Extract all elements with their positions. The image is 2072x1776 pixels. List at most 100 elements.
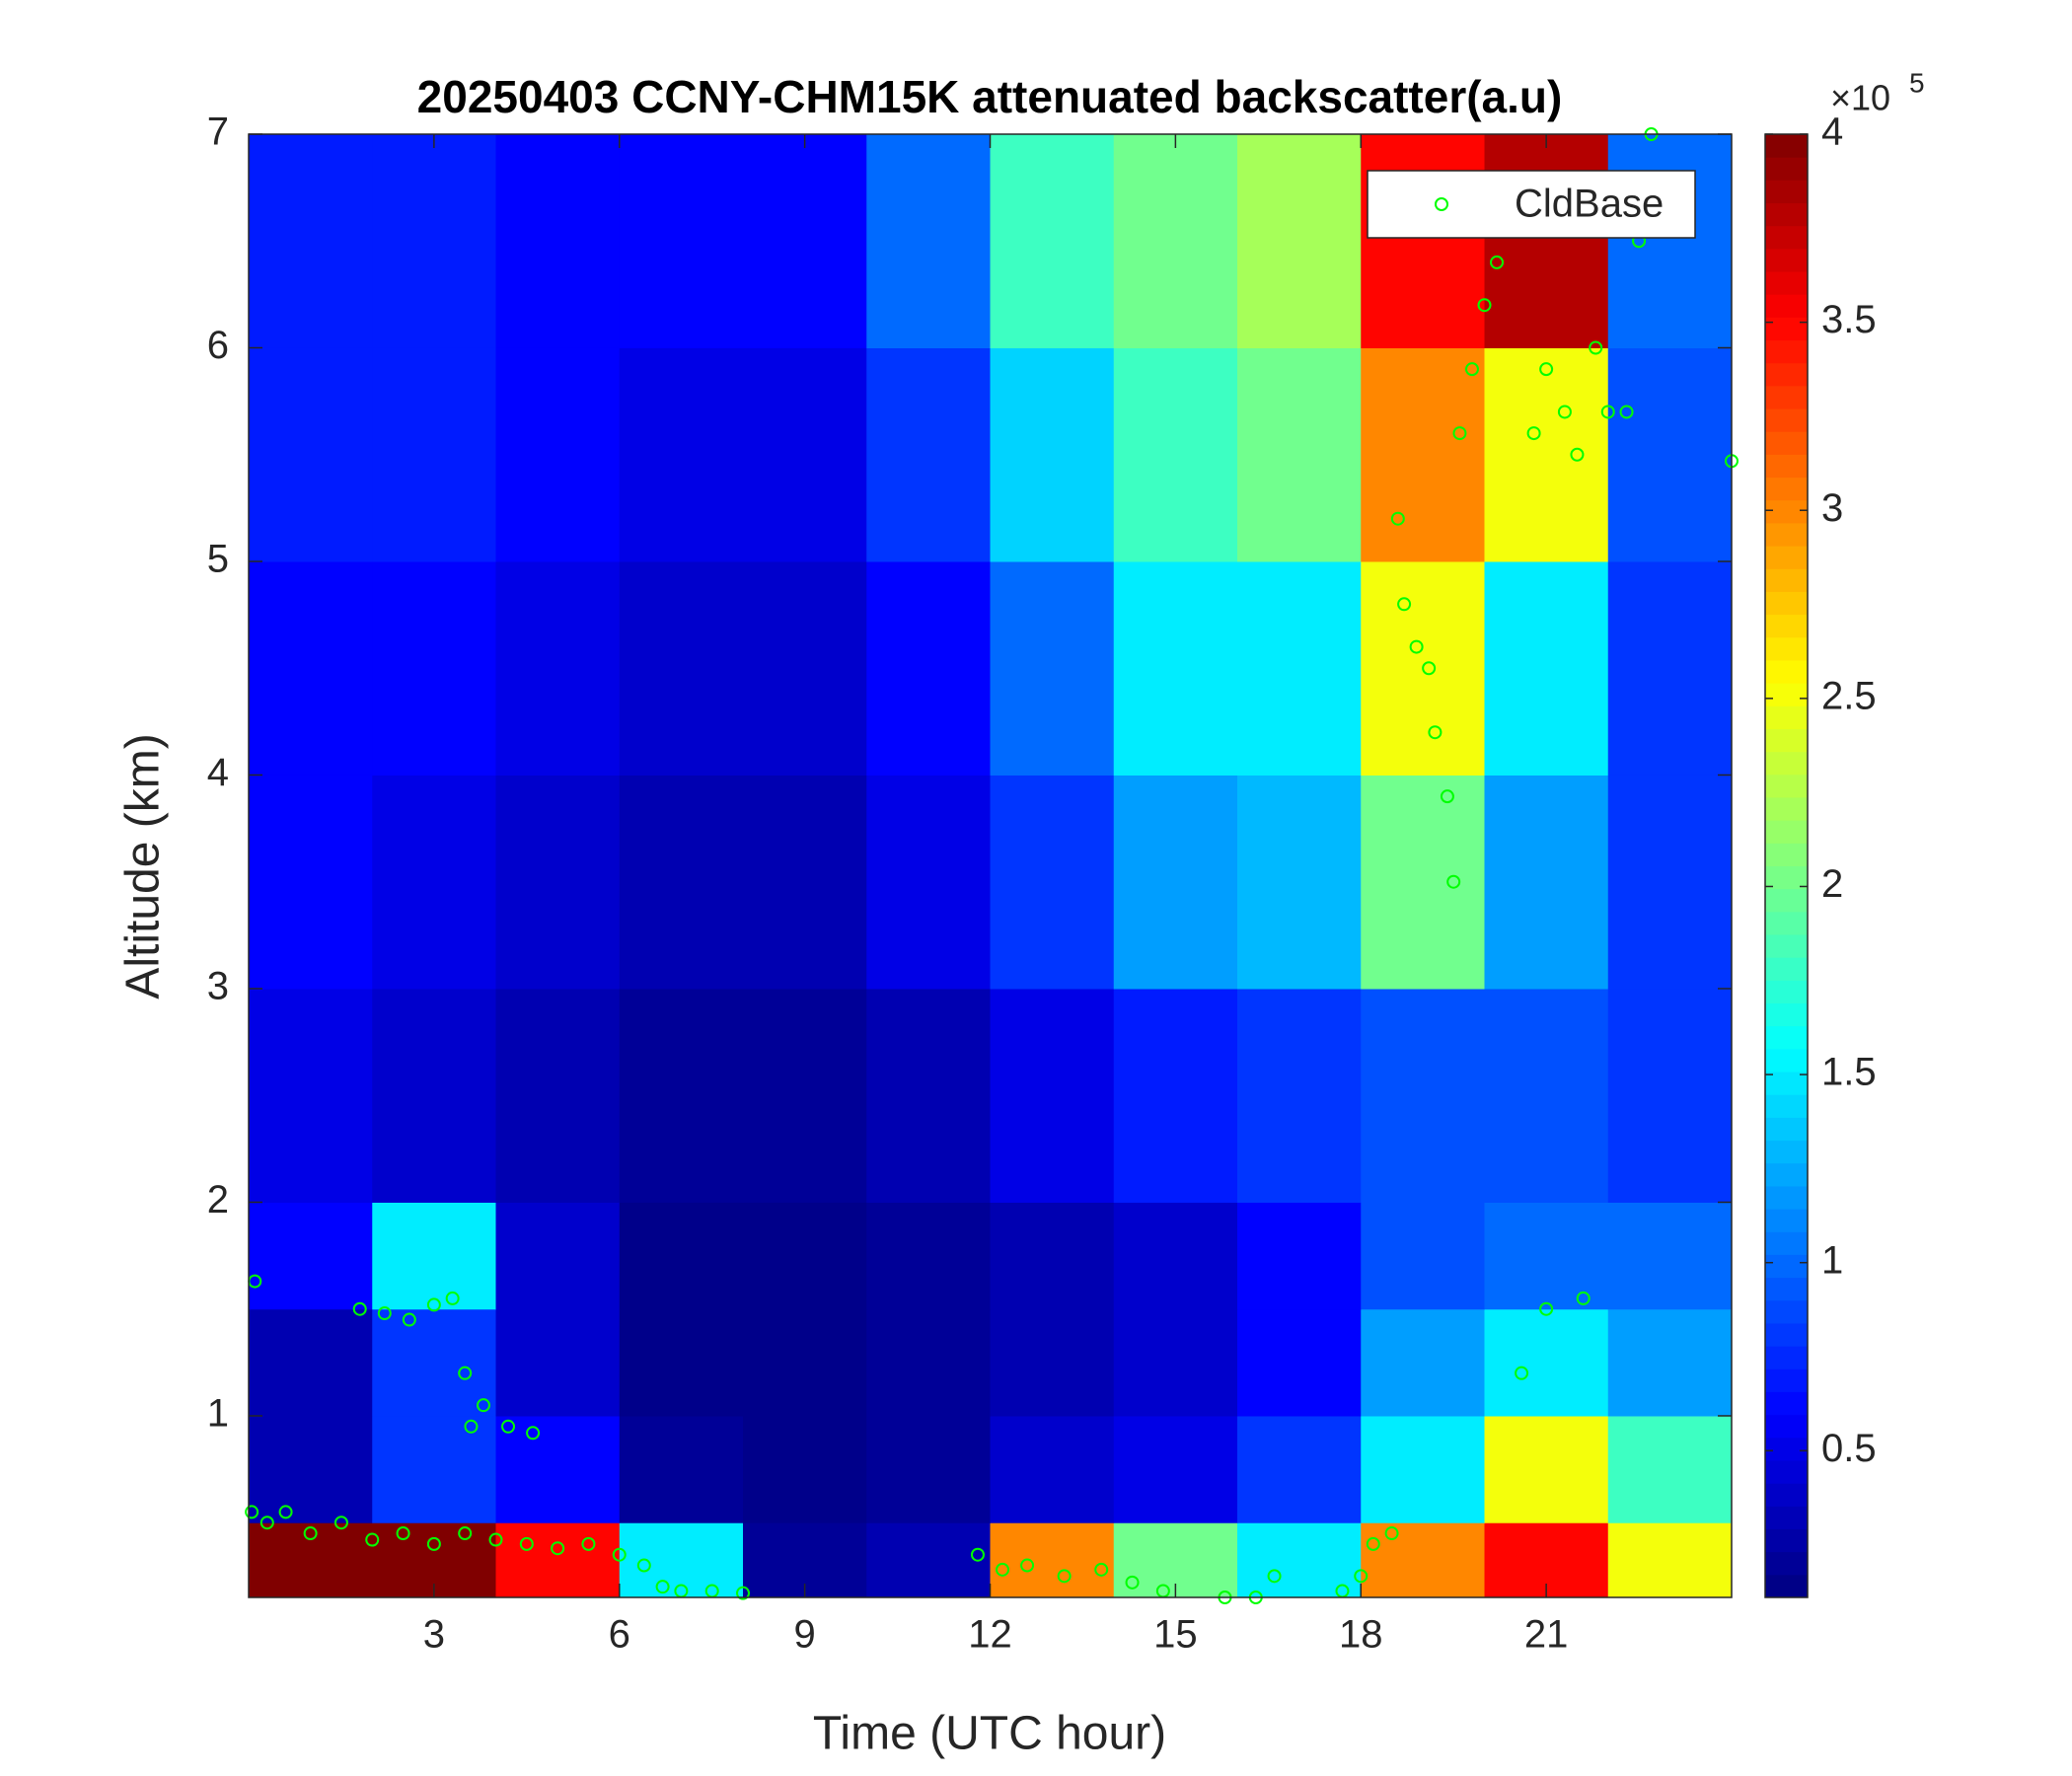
heatmap-cell (1484, 988, 1609, 1203)
cloud-base-point (519, 1536, 534, 1551)
y-tick-label: 6 (207, 324, 229, 367)
colorbar-segment (1765, 1277, 1808, 1301)
heatmap-cell (1607, 134, 1733, 348)
heatmap-cell (1237, 1308, 1362, 1417)
heatmap-cell (249, 775, 373, 990)
cloud-base-point (245, 1505, 259, 1519)
colorbar-segment (1765, 385, 1808, 409)
heatmap-cell (372, 1202, 496, 1310)
colorbar-segment (1765, 522, 1808, 547)
cloud-base-point (1539, 1301, 1554, 1316)
colorbar-segment (1765, 865, 1808, 890)
colorbar-tick-label: 3 (1821, 486, 1843, 530)
colorbar-segment (1765, 202, 1808, 227)
colorbar-segment (1765, 1162, 1808, 1187)
y-tick-label: 5 (207, 538, 229, 581)
heatmap-cell (619, 560, 744, 776)
colorbar-segment (1765, 1551, 1808, 1576)
heatmap-cell (866, 347, 991, 562)
colorbar-exponent-base: ×10 (1830, 78, 1890, 118)
colorbar-segment (1765, 134, 1808, 158)
heatmap-cell (249, 988, 373, 1203)
heatmap-cell (1361, 1308, 1485, 1417)
heatmap-cell (1607, 988, 1733, 1203)
cloud-base-point (365, 1532, 380, 1547)
heatmap-cell (619, 1308, 744, 1417)
heatmap-cell (866, 560, 991, 776)
colorbar-segment (1765, 843, 1808, 866)
colorbar-tick-label: 1 (1821, 1238, 1843, 1282)
heatmap-cell (990, 560, 1115, 776)
cloud-base-point (1094, 1562, 1109, 1577)
cloud-base-point (1576, 1291, 1591, 1305)
colorbar-segment (1765, 1528, 1808, 1553)
x-tick-label: 6 (609, 1613, 630, 1657)
cloud-base-point (736, 1586, 750, 1600)
colorbar-segment (1765, 659, 1808, 684)
colorbar-segment (1765, 225, 1808, 250)
colorbar-segment (1765, 1048, 1808, 1073)
colorbar-segment (1765, 911, 1808, 935)
heatmap-cell (619, 988, 744, 1203)
heatmap-cell (990, 988, 1115, 1203)
colorbar-segment (1765, 317, 1808, 341)
colorbar-segment (1765, 1025, 1808, 1050)
cloud-base-point (1589, 340, 1603, 355)
heatmap-cell (990, 1522, 1115, 1598)
cloud-base-point (458, 1526, 473, 1541)
heatmap-cell (743, 1415, 867, 1523)
heatmap-cell (990, 1202, 1115, 1310)
cloud-base-point (1125, 1575, 1140, 1590)
heatmap-cell (1607, 1202, 1733, 1310)
colorbar-segment (1765, 454, 1808, 479)
heatmap-cell (743, 988, 867, 1203)
heatmap-cell (372, 988, 496, 1203)
legend-box (1367, 170, 1696, 239)
heatmap-cell (1113, 988, 1238, 1203)
cloud-base-point (1446, 874, 1461, 889)
heatmap-cell (1113, 560, 1238, 776)
heatmap-cell (990, 134, 1115, 348)
colorbar-segment (1765, 1322, 1808, 1347)
cloud-base-point (1366, 1536, 1380, 1551)
heatmap-cell (743, 560, 867, 776)
colorbar-segment (1765, 568, 1808, 592)
heatmap-cell (495, 134, 621, 348)
colorbar-tick-label: 2.5 (1821, 674, 1877, 717)
y-tick-label: 7 (207, 111, 229, 154)
heatmap-cell (1607, 347, 1733, 562)
colorbar-segment (1765, 499, 1808, 524)
heatmap-cell (619, 1522, 744, 1598)
colorbar-segment (1765, 157, 1808, 181)
heatmap-cell (1113, 347, 1238, 562)
colorbar-segment (1765, 683, 1808, 706)
cloud-base-point (636, 1558, 651, 1573)
heatmap-cell (1237, 134, 1362, 348)
x-tick-label: 18 (1339, 1613, 1383, 1657)
x-axis-label: Time (UTC hour) (813, 1708, 1166, 1760)
heatmap-cell (1484, 560, 1609, 776)
heatmap-cell (495, 775, 621, 990)
heatmap-cell (1484, 1415, 1609, 1523)
heatmap-cell (372, 1308, 496, 1417)
colorbar-segment (1765, 1483, 1808, 1507)
colorbar-segment (1765, 1002, 1808, 1027)
y-tick-label: 3 (207, 965, 229, 1008)
heatmap-cell (743, 347, 867, 562)
cloud-base-point (1619, 405, 1634, 419)
cloud-base-point (1526, 426, 1541, 441)
cloud-base-point (1490, 255, 1505, 269)
cloud-base-point (333, 1516, 348, 1530)
cloud-base-point (655, 1580, 670, 1594)
colorbar-segment (1765, 980, 1808, 1004)
cloud-base-point (1267, 1569, 1282, 1584)
heatmap-cell (1607, 1308, 1733, 1417)
colorbar-segment (1765, 1369, 1808, 1392)
colorbar-tick-label: 0.5 (1821, 1427, 1877, 1470)
heatmap-cell (1361, 775, 1485, 990)
colorbar-segment (1765, 820, 1808, 844)
cloud-base-point (612, 1547, 627, 1562)
heatmap (249, 134, 1733, 1598)
